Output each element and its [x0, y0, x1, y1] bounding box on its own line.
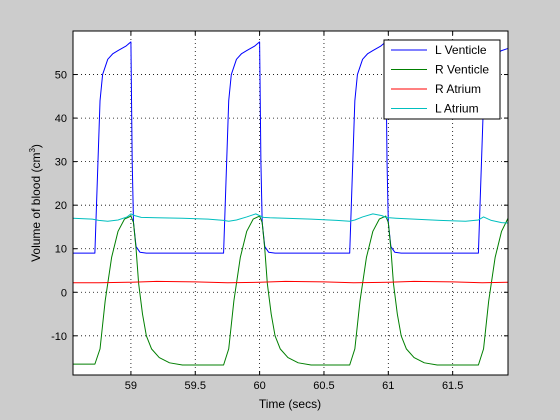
y-axis-label: Volume of blood (cm3)	[28, 144, 43, 262]
y-tick-label: 50	[55, 70, 67, 82]
y-tick-label: 0	[61, 287, 67, 299]
plot-frame	[72, 30, 509, 376]
y-tick-label: -10	[51, 331, 67, 343]
y-tick-label: 10	[55, 244, 67, 256]
x-axis-label: Time (secs)	[259, 397, 321, 411]
legend: L Venticle R Venticle R Atrium L Atrium	[383, 39, 501, 120]
x-tick-label: 59	[125, 380, 137, 392]
series-line-r-atrium	[73, 280, 509, 284]
axis-ticks	[73, 31, 508, 375]
grid-lines	[73, 31, 508, 375]
x-tick-label: 60	[253, 380, 265, 392]
legend-label: L Venticle	[435, 43, 487, 57]
series-layer	[72, 41, 509, 366]
legend-label: R Venticle	[435, 63, 489, 77]
y-tick-label: 20	[55, 200, 67, 212]
legend-label: L Atrium	[435, 102, 479, 116]
legend-box	[383, 39, 501, 120]
series-line-l-atrium	[72, 213, 509, 224]
y-axis-label-superscript: 3	[28, 148, 37, 153]
x-tick-label: 61.5	[442, 380, 463, 392]
y-axis-label-main: Volume of blood (cm	[29, 153, 43, 262]
y-tick-labels: -10 0 10 20 30 40 50	[51, 70, 67, 343]
series-line-r-venticle	[73, 215, 509, 366]
x-tick-label: 61	[382, 380, 394, 392]
y-axis-label-close: )	[29, 144, 43, 148]
legend-label: R Atrium	[435, 82, 481, 96]
x-tick-labels: 59 59.5 60 60.5 61 61.5	[125, 380, 464, 392]
y-tick-label: 40	[55, 113, 67, 125]
y-tick-label: 30	[55, 157, 67, 169]
x-tick-label: 60.5	[313, 380, 334, 392]
x-tick-label: 59.5	[185, 380, 206, 392]
